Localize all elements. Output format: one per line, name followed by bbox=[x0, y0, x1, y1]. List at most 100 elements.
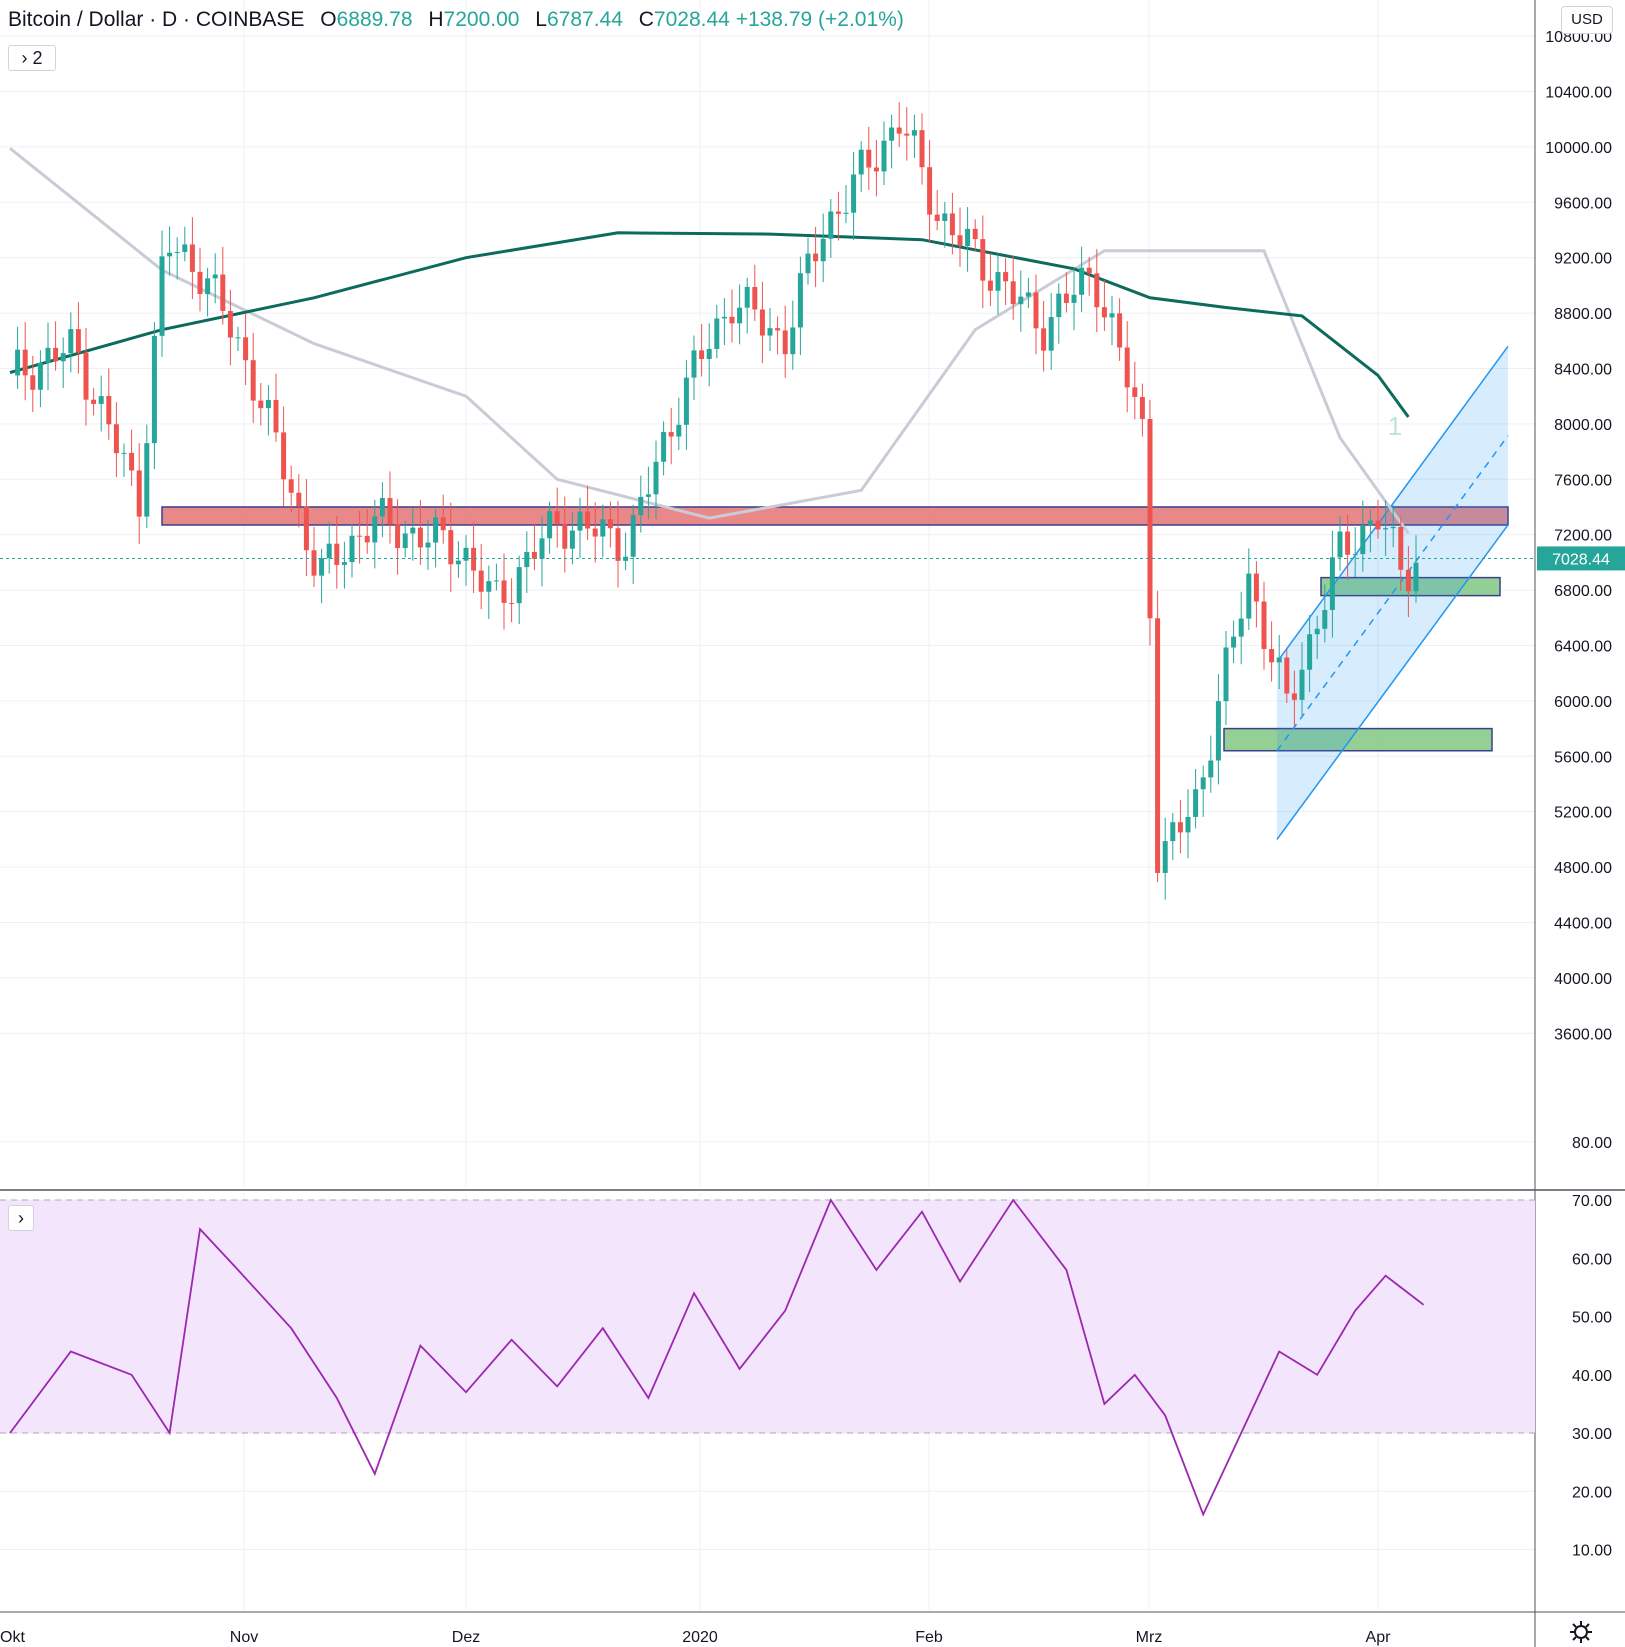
candle-body bbox=[759, 309, 765, 336]
candle-body bbox=[440, 517, 446, 531]
settings-icon[interactable] bbox=[1568, 1619, 1594, 1645]
candle-body bbox=[372, 516, 378, 543]
rsi-tick-label: 80.00 bbox=[1572, 1135, 1612, 1152]
price-tick-label: 4000.00 bbox=[1554, 971, 1612, 988]
low-label: L bbox=[535, 8, 547, 31]
candle-body bbox=[516, 567, 522, 604]
candle-body bbox=[828, 211, 834, 239]
candle-body bbox=[851, 174, 857, 213]
candle-body bbox=[813, 253, 819, 262]
candle-body bbox=[714, 318, 720, 349]
candle-body bbox=[1405, 569, 1411, 592]
candle-body bbox=[752, 286, 758, 310]
symbol-name[interactable]: Bitcoin / Dollar · D · COINBASE bbox=[8, 8, 305, 31]
candle-body bbox=[1215, 701, 1221, 761]
candle-body bbox=[326, 543, 332, 559]
candle-body bbox=[1139, 396, 1145, 420]
candle-body bbox=[699, 350, 705, 360]
candle-body bbox=[1367, 520, 1373, 526]
rsi-line bbox=[9, 1198, 1425, 1517]
candle-body bbox=[83, 352, 89, 400]
candle-body bbox=[1352, 554, 1358, 556]
candle-body bbox=[1124, 347, 1130, 388]
price-tick-label: 7600.00 bbox=[1554, 472, 1612, 489]
candle-body bbox=[486, 581, 492, 592]
candle-body bbox=[1063, 293, 1069, 303]
candle-body bbox=[797, 273, 803, 328]
indicators-toggle-button[interactable]: › 2 bbox=[8, 45, 56, 71]
last-price-badge bbox=[1537, 546, 1625, 571]
rsi-pane-toggle-button[interactable]: › bbox=[8, 1205, 34, 1231]
ma50-line bbox=[9, 147, 1410, 535]
candle-body bbox=[1375, 520, 1381, 530]
currency-button[interactable]: USD bbox=[1561, 6, 1613, 34]
candle-body bbox=[1071, 294, 1077, 303]
price-tick-label: 5200.00 bbox=[1554, 805, 1612, 822]
candle-body bbox=[554, 511, 560, 524]
rsi-tick-label: 70.00 bbox=[1572, 1193, 1612, 1210]
candle-body bbox=[1269, 649, 1275, 663]
candle-body bbox=[364, 535, 370, 543]
candle-body bbox=[668, 432, 674, 437]
candle-body bbox=[395, 524, 401, 549]
price-tick-label: 10000.00 bbox=[1545, 140, 1612, 157]
channel-upper bbox=[1276, 345, 1509, 663]
candle-body bbox=[197, 271, 203, 295]
candle-body bbox=[334, 543, 340, 565]
candle-body bbox=[258, 400, 264, 409]
candle-body bbox=[509, 602, 515, 604]
candle-body bbox=[547, 511, 553, 539]
candle-body bbox=[1276, 657, 1282, 663]
candle-body bbox=[1200, 777, 1206, 790]
candle-body bbox=[98, 396, 104, 404]
candle-body bbox=[1193, 789, 1199, 817]
candle-body bbox=[1398, 526, 1404, 570]
candle-body bbox=[904, 133, 910, 136]
candle-body bbox=[68, 329, 74, 354]
candle-body bbox=[1041, 328, 1047, 351]
candle-body bbox=[1109, 313, 1115, 318]
candle-body bbox=[790, 327, 796, 355]
candle-body bbox=[235, 337, 241, 339]
candle-body bbox=[987, 280, 993, 291]
candle-body bbox=[1147, 419, 1153, 619]
candle-body bbox=[1170, 822, 1176, 842]
price-tick-label: 7200.00 bbox=[1554, 528, 1612, 545]
candle-body bbox=[1177, 822, 1183, 833]
open-value: 6889.78 bbox=[336, 8, 413, 31]
candle-body bbox=[273, 399, 279, 433]
time-tick-label: Apr bbox=[1366, 1629, 1392, 1646]
candle-body bbox=[121, 452, 127, 454]
candle-body bbox=[113, 424, 119, 454]
candle-body bbox=[1261, 601, 1267, 650]
price-tick-label: 9600.00 bbox=[1554, 195, 1612, 212]
time-tick-label: 2020 bbox=[682, 1629, 718, 1646]
price-tick-label: 3600.00 bbox=[1554, 1026, 1612, 1043]
candle-body bbox=[600, 519, 606, 537]
high-label: H bbox=[428, 8, 444, 31]
candle-body bbox=[592, 528, 598, 537]
candle-body bbox=[417, 527, 423, 548]
candle-body bbox=[927, 167, 933, 215]
candle-body bbox=[782, 330, 788, 355]
candle-body bbox=[182, 244, 188, 252]
candle-body bbox=[311, 550, 317, 576]
candle-body bbox=[37, 362, 43, 390]
candle-body bbox=[1033, 292, 1039, 329]
candle-body bbox=[919, 130, 925, 168]
resistance-zone bbox=[161, 506, 1509, 526]
candle-body bbox=[1337, 531, 1343, 558]
candle-body bbox=[296, 492, 302, 507]
price-tick-label: 10400.00 bbox=[1545, 84, 1612, 101]
candle-body bbox=[1345, 531, 1351, 555]
last-price-label: 7028.44 bbox=[1552, 551, 1610, 568]
candle-body bbox=[60, 353, 66, 362]
candle-body bbox=[1307, 634, 1313, 670]
candle-body bbox=[174, 251, 180, 253]
candle-body bbox=[775, 328, 781, 331]
change-value: +138.79 (+2.01%) bbox=[735, 8, 904, 31]
candle-body bbox=[45, 347, 51, 363]
candle-body bbox=[250, 360, 256, 401]
candle-body bbox=[189, 244, 195, 272]
